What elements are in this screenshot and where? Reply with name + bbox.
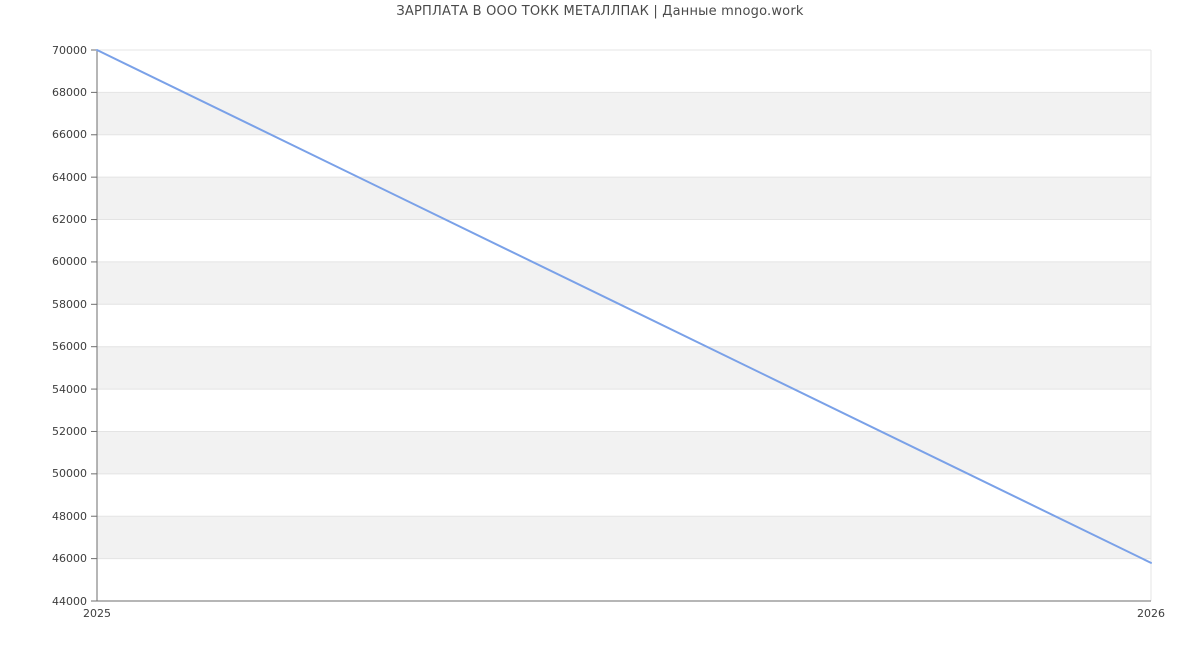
grid-band xyxy=(97,431,1151,474)
grid-band xyxy=(97,177,1151,220)
y-tick-label: 56000 xyxy=(52,340,87,354)
y-tick-label: 62000 xyxy=(52,213,87,227)
grid-band xyxy=(97,92,1151,135)
grid-band xyxy=(97,346,1151,390)
x-tick-label: 2026 xyxy=(1137,607,1165,620)
y-tick-label: 64000 xyxy=(52,170,87,184)
x-tick-label: 2025 xyxy=(83,607,111,620)
y-tick-label: 70000 xyxy=(52,43,87,57)
y-tick-label: 60000 xyxy=(52,255,87,269)
y-tick-label: 48000 xyxy=(52,509,87,523)
grid-band xyxy=(97,516,1151,559)
y-tick-label: 68000 xyxy=(52,85,87,99)
y-tick-label: 44000 xyxy=(52,594,87,608)
y-tick-label: 58000 xyxy=(52,297,87,311)
y-tick-label: 50000 xyxy=(52,467,87,481)
plot-area xyxy=(91,49,1152,602)
y-tick-label: 46000 xyxy=(52,552,87,566)
chart-title: ЗАРПЛАТА В ООО ТОКК МЕТАЛЛПАК | Данные m… xyxy=(396,4,804,19)
grid-band xyxy=(97,261,1151,305)
y-tick-label: 54000 xyxy=(52,382,87,396)
y-tick-label: 66000 xyxy=(52,128,87,142)
y-tick-label: 52000 xyxy=(52,424,87,438)
salary-line xyxy=(96,49,1152,564)
x-axis-labels: 2025 2026 xyxy=(0,607,1200,623)
y-axis-labels: 44000 46000 48000 50000 52000 54000 56000 58000… xyxy=(0,44,87,608)
